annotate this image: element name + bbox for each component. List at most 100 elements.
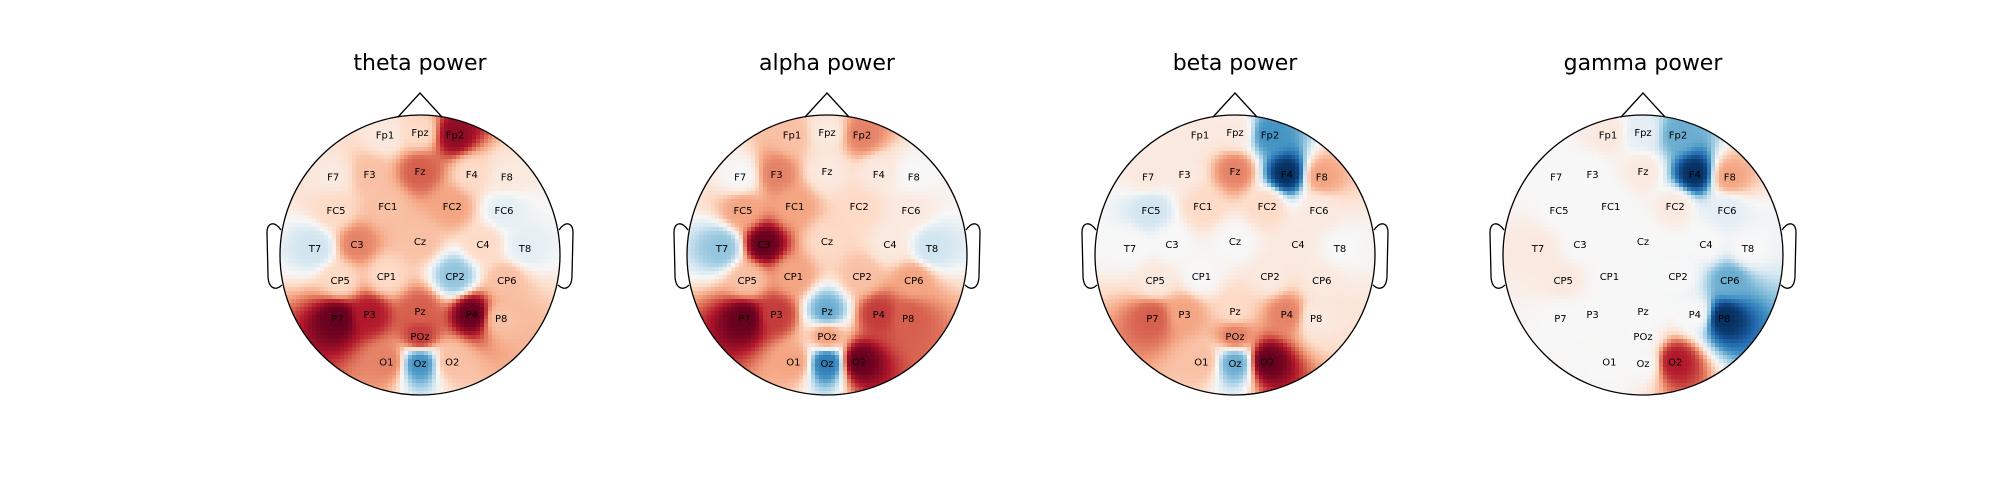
heat-cell — [364, 347, 369, 352]
heat-cell — [376, 219, 381, 224]
heat-cell — [384, 231, 389, 236]
heat-cell — [368, 139, 373, 144]
heat-cell — [412, 319, 417, 324]
heat-cell — [739, 143, 744, 148]
heat-cell — [727, 155, 732, 160]
heat-cell — [360, 375, 365, 380]
heat-cell — [779, 127, 784, 132]
heat-cell — [911, 151, 916, 156]
heat-cell — [320, 263, 325, 268]
heat-cell — [416, 139, 421, 144]
heat-cell — [380, 147, 385, 152]
heat-cell — [488, 367, 493, 372]
heat-cell — [300, 207, 305, 212]
heat-cell — [472, 327, 477, 332]
heat-cell — [376, 171, 381, 176]
heat-cell — [480, 363, 485, 368]
heat-cell — [807, 151, 812, 156]
heat-cell — [759, 167, 764, 172]
heat-cell — [328, 271, 333, 276]
heat-cell — [316, 223, 321, 228]
heat-cell — [324, 303, 329, 308]
heat-cell — [388, 275, 393, 280]
heat-cell — [328, 187, 333, 192]
heat-cell — [779, 139, 784, 144]
heat-cell — [400, 155, 405, 160]
heat-cell — [372, 151, 377, 156]
heat-cell — [875, 187, 880, 192]
heat-cell — [827, 151, 832, 156]
heat-cell — [783, 139, 788, 144]
heat-cell — [472, 159, 477, 164]
heat-cell — [416, 355, 421, 360]
heat-cell — [292, 311, 297, 316]
heat-cell — [528, 327, 533, 332]
heat-cell — [771, 163, 776, 168]
heat-cell — [496, 203, 501, 208]
heat-cell — [723, 163, 728, 168]
heat-cell — [372, 179, 377, 184]
heat-cell — [324, 263, 329, 268]
heat-cell — [528, 335, 533, 340]
heat-cell — [388, 339, 393, 344]
heat-cell — [456, 163, 461, 168]
heat-cell — [448, 363, 453, 368]
heat-cell — [767, 131, 772, 136]
heat-cell — [476, 143, 481, 148]
heat-cell — [508, 239, 513, 244]
heat-cell — [400, 371, 405, 376]
heat-cell — [428, 383, 433, 388]
heat-cell — [368, 223, 373, 228]
heat-cell — [348, 339, 353, 344]
heat-cell — [460, 187, 465, 192]
heat-cell — [556, 255, 560, 260]
heat-cell — [883, 151, 888, 156]
heat-cell — [456, 227, 461, 232]
heat-cell — [819, 119, 824, 124]
channel-label: F4 — [466, 170, 478, 181]
heat-cell — [895, 147, 900, 152]
heat-cell — [436, 143, 441, 148]
heat-cell — [448, 151, 453, 156]
heat-cell — [472, 163, 477, 168]
heat-cell — [348, 275, 353, 280]
heat-cell — [380, 195, 385, 200]
heat-cell — [368, 387, 373, 392]
heat-cell — [384, 119, 389, 124]
heat-cell — [456, 323, 461, 328]
heat-cell — [360, 343, 365, 348]
heat-cell — [448, 327, 453, 332]
channel-label: Oz — [413, 359, 426, 370]
heat-cell — [336, 319, 341, 324]
heat-cell — [715, 171, 720, 176]
heat-cell — [384, 151, 389, 156]
heat-cell — [332, 291, 337, 296]
heat-cell — [412, 267, 417, 272]
heat-cell — [284, 235, 289, 240]
heat-cell — [520, 187, 525, 192]
heat-cell — [408, 327, 413, 332]
heat-cell — [396, 171, 401, 176]
heat-cell — [380, 343, 385, 348]
heat-cell — [504, 147, 509, 152]
heat-cell — [436, 307, 441, 312]
heat-cell — [392, 143, 397, 148]
heat-cell — [356, 331, 361, 336]
heat-cell — [528, 255, 533, 260]
heat-cell — [827, 127, 832, 132]
heat-cell — [392, 127, 397, 132]
heat-cell — [344, 207, 349, 212]
heat-cell — [923, 167, 928, 172]
heat-cell — [416, 223, 421, 228]
heat-cell — [440, 151, 445, 156]
heat-cell — [352, 215, 357, 220]
heat-cell — [460, 159, 465, 164]
heat-cell — [452, 183, 457, 188]
heat-cell — [344, 175, 349, 180]
heat-cell — [388, 303, 393, 308]
heat-cell — [496, 171, 501, 176]
heat-cell — [380, 123, 385, 128]
heat-cell — [296, 239, 301, 244]
heat-cell — [464, 207, 469, 212]
heat-cell — [428, 287, 433, 292]
